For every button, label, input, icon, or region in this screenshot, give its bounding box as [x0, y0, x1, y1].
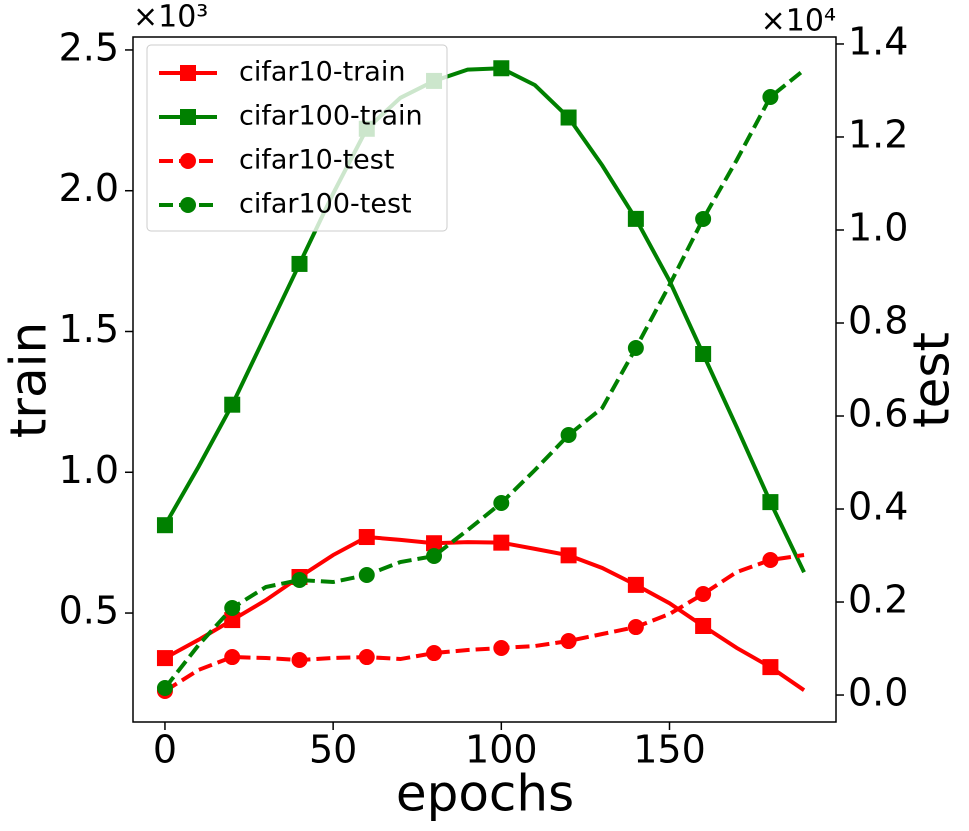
y-axis-label: train	[0, 322, 58, 438]
marker	[695, 346, 712, 363]
legend-marker	[180, 153, 196, 169]
x-tick-label: 100	[465, 728, 538, 772]
marker	[156, 650, 173, 667]
marker	[156, 680, 173, 697]
series-line	[163, 68, 806, 690]
marker	[560, 427, 577, 444]
marker	[762, 494, 779, 511]
marker	[493, 534, 510, 551]
plot-frame	[132, 36, 837, 723]
marker	[224, 600, 241, 617]
legend-label: cifar100-train	[239, 101, 423, 132]
marker	[627, 210, 644, 227]
y2-tick-label: 1.0	[848, 205, 908, 249]
marker	[358, 649, 375, 666]
marker	[695, 586, 712, 603]
legend-marker	[180, 197, 196, 213]
y2-tick-label: 0.6	[848, 392, 908, 436]
series-line	[163, 534, 806, 692]
marker	[762, 552, 779, 569]
marker	[224, 396, 241, 413]
marker	[762, 659, 779, 676]
y-tick-label: 0.5	[59, 589, 119, 633]
marker	[156, 517, 173, 534]
x-tick-label: 50	[309, 728, 357, 772]
y-tick-label: 2.0	[59, 166, 119, 210]
x-axis-label: epochs	[396, 765, 574, 823]
marker	[426, 645, 443, 662]
y-tick-label: 1.0	[59, 448, 119, 492]
y2-tick-label: 1.4	[848, 19, 908, 63]
y-offset-label: ×10³	[133, 0, 208, 35]
x-tick-label: 0	[153, 728, 177, 772]
marker	[291, 572, 308, 589]
marker	[224, 612, 241, 629]
marker	[224, 649, 241, 666]
y2-offset-label: ×10⁴	[761, 4, 836, 39]
marker	[426, 535, 443, 552]
marker	[560, 547, 577, 564]
marker	[560, 109, 577, 126]
legend-marker	[180, 109, 196, 125]
y2-tick-label: 0.0	[848, 671, 908, 715]
marker	[358, 529, 375, 546]
marker	[358, 567, 375, 584]
y-tick-label: 2.5	[59, 25, 119, 69]
x-tick-label: 150	[633, 728, 706, 772]
marker	[695, 210, 712, 227]
marker	[627, 619, 644, 636]
marker	[493, 640, 510, 657]
y2-tick-label: 1.2	[848, 112, 908, 156]
y2-tick-label: 0.8	[848, 298, 908, 342]
marker	[426, 548, 443, 565]
marker	[560, 633, 577, 650]
marker	[291, 255, 308, 272]
legend-label: cifar100-test	[239, 189, 412, 220]
marker	[627, 576, 644, 593]
y2-tick-label: 0.2	[848, 578, 908, 622]
legend-box	[146, 44, 448, 232]
y2-axis-label: test	[903, 332, 961, 428]
y-tick-label: 1.5	[59, 307, 119, 351]
marker	[627, 340, 644, 357]
series-line	[163, 66, 806, 574]
marker	[762, 88, 779, 105]
y2-tick-label: 0.4	[848, 485, 908, 529]
legend-marker	[180, 65, 196, 81]
marker	[493, 60, 510, 77]
legend-label: cifar10-train	[239, 57, 405, 88]
marker	[695, 617, 712, 634]
marker	[291, 652, 308, 669]
marker	[493, 495, 510, 512]
legend-label: cifar10-test	[239, 145, 394, 176]
